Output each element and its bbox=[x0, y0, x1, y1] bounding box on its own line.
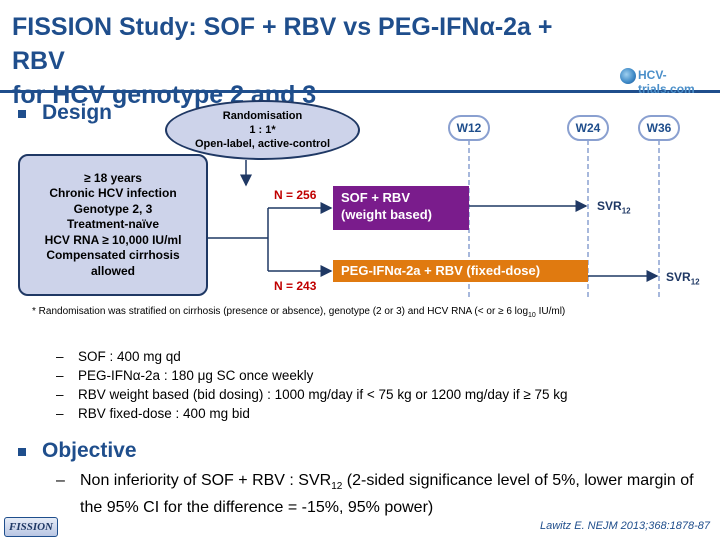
arm2-n-label: N = 243 bbox=[274, 279, 317, 293]
list-item: – SOF : 400 mg qd bbox=[56, 349, 181, 364]
objective-text: – Non inferiority of SOF + RBV : SVR12 (… bbox=[56, 472, 694, 517]
week-36-marker: W36 bbox=[638, 115, 680, 141]
week-24-marker: W24 bbox=[567, 115, 609, 141]
dosing-list: – SOF : 400 mg qd – PEG-IFNα-2a : 180 μg S… bbox=[56, 347, 568, 423]
title-divider bbox=[0, 90, 720, 93]
square-bullet-icon bbox=[18, 448, 26, 456]
arm1-n-label: N = 256 bbox=[274, 188, 317, 202]
fission-tag: FISSION bbox=[4, 517, 58, 537]
square-bullet-icon bbox=[18, 110, 26, 118]
objective-heading: Objective bbox=[42, 439, 137, 462]
list-item: – PEG-IFNα-2a : 180 μg SC once weekly bbox=[56, 368, 314, 383]
list-item: – RBV fixed-dose : 400 mg bid bbox=[56, 406, 250, 421]
reference-citation: Lawitz E. NEJM 2013;368:1878-87 bbox=[540, 520, 710, 532]
hcv-trials-logo: HCV-trials.com bbox=[620, 66, 720, 96]
arm2-peg-ifn-box: PEG-IFNα-2a + RBV (fixed-dose) bbox=[333, 260, 588, 282]
arm2-endpoint: SVR12 bbox=[666, 270, 700, 287]
inclusion-criteria-box: ≥ 18 years Chronic HCV infection Genotyp… bbox=[18, 154, 208, 296]
arm1-sof-rbv-box: SOF + RBV (weight based) bbox=[333, 186, 469, 230]
randomisation-oval: Randomisation 1 : 1* Open-label, active-… bbox=[165, 100, 360, 160]
stratification-footnote: * Randomisation was stratified on cirrho… bbox=[32, 306, 566, 319]
globe-icon bbox=[620, 68, 636, 84]
title-line-1: FISSION Study: SOF + RBV vs PEG-IFNα-2a … bbox=[12, 13, 553, 75]
week-12-marker: W12 bbox=[448, 115, 490, 141]
arm1-endpoint: SVR12 bbox=[597, 199, 631, 216]
design-heading: Design bbox=[42, 101, 113, 124]
list-item: – RBV weight based (bid dosing) : 1000 mg… bbox=[56, 387, 568, 402]
